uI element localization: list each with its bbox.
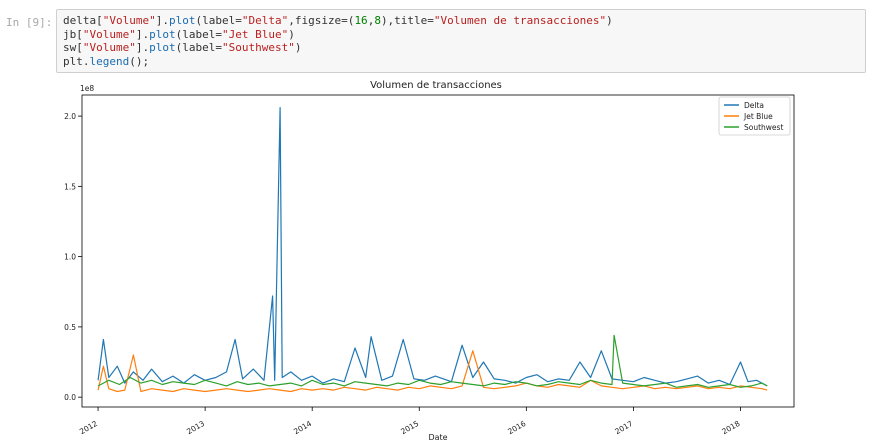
code-token: "Southwest" xyxy=(221,41,295,54)
legend-box xyxy=(718,96,791,136)
code-token: 8 xyxy=(374,14,381,27)
legend-label: Jet Blue xyxy=(743,112,773,121)
code-token: ) xyxy=(294,41,302,54)
code-token: ) xyxy=(288,27,295,41)
y-tick-label: 1.5 xyxy=(64,182,76,191)
code-token: legend xyxy=(89,54,130,68)
code-cell[interactable]: delta["Volume"].plot(label="Delta",figsi… xyxy=(56,9,866,73)
series-line-jet-blue xyxy=(97,350,768,393)
code-token: "Jet Blue" xyxy=(221,27,289,41)
code-token: ) xyxy=(606,14,613,27)
code-line: plt.legend(); xyxy=(63,55,859,69)
series-line-delta xyxy=(97,107,768,387)
y-offset-label: 1e8 xyxy=(80,84,94,93)
code-token: ,figsize=( xyxy=(288,14,355,27)
plot-frame xyxy=(81,94,795,408)
series-line-southwest xyxy=(97,334,768,388)
x-axis-label: Date xyxy=(428,433,447,442)
code-token: (label= xyxy=(195,14,242,27)
cell-prompt: In [9]: xyxy=(6,16,53,29)
legend: Delta Jet Blue Southwest xyxy=(718,96,791,136)
code-token: ]. xyxy=(135,27,150,41)
legend-label: Southwest xyxy=(744,123,783,132)
code-token: ]. xyxy=(155,14,169,27)
code-token: plot xyxy=(149,27,176,41)
code-token: plt. xyxy=(63,54,90,68)
code-token: (label= xyxy=(175,27,222,41)
code-token: plot xyxy=(149,41,176,54)
code-token: plot xyxy=(168,14,196,27)
code-token: "Volumen de transacciones" xyxy=(433,14,607,27)
code-line: sw["Volume"].plot(label="Southwest") xyxy=(63,41,859,55)
code-token: (label= xyxy=(175,41,222,54)
code-token: (); xyxy=(129,54,150,68)
code-token: , xyxy=(367,14,375,27)
code-token: "Volume" xyxy=(102,14,156,27)
code-token: delta[ xyxy=(63,14,103,27)
y-tick-label: 1.0 xyxy=(64,253,76,262)
y-tick-label: 0.5 xyxy=(64,323,76,332)
chart-title: Volumen de transacciones xyxy=(370,80,502,91)
code-line: delta["Volume"].plot(label="Delta",figsi… xyxy=(63,14,859,28)
code-token: jb[ xyxy=(63,27,83,41)
code-token: ]. xyxy=(135,41,150,54)
line-chart: Volumen de transacciones 1e8 0.0 0.5 1.0 1.… xyxy=(0,76,871,447)
code-token: ),title= xyxy=(380,14,434,27)
y-tick-label: 2.0 xyxy=(64,112,76,121)
code-token: "Volume" xyxy=(82,27,136,41)
code-token: sw[ xyxy=(63,41,83,54)
code-token: 16 xyxy=(354,14,368,27)
code-token: "Volume" xyxy=(82,41,136,54)
code-line: jb["Volume"].plot(label="Jet Blue") xyxy=(63,28,859,42)
y-tick-label: 0.0 xyxy=(64,393,76,402)
code-token: "Delta" xyxy=(241,14,289,27)
legend-label: Delta xyxy=(744,101,764,110)
